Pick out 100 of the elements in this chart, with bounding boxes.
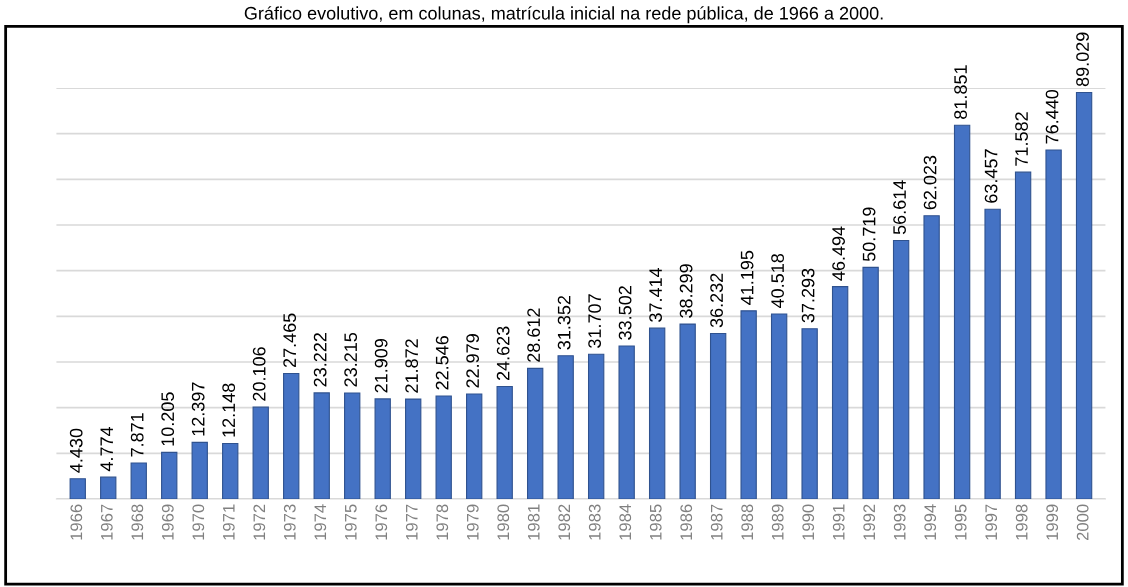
x-tick-label: 1976	[375, 504, 388, 540]
bar	[252, 406, 269, 499]
bar	[100, 476, 117, 499]
data-label: 21.872	[405, 339, 419, 393]
x-tick-label: 1998	[1015, 504, 1028, 540]
x-tick-label: 1989	[771, 504, 784, 540]
data-label: 81.851	[954, 65, 967, 119]
bar	[526, 367, 544, 499]
bar	[344, 392, 361, 499]
bar	[770, 313, 788, 499]
bar	[709, 332, 727, 499]
x-tick-label: 1986	[680, 504, 693, 540]
x-tick-label: 1975	[344, 504, 357, 540]
x-tick-label: 1977	[405, 504, 418, 540]
data-label: 4.774	[100, 426, 113, 472]
data-label: 31.352	[557, 295, 571, 350]
data-label: 37.293	[801, 268, 815, 323]
x-tick-label: 1985	[649, 504, 662, 540]
x-tick-label: 1980	[497, 504, 510, 540]
data-label: 37.414	[649, 267, 663, 322]
bar	[283, 373, 300, 499]
bar	[831, 286, 849, 499]
x-tick-label: 1983	[588, 504, 601, 540]
data-label: 20.106	[252, 347, 266, 401]
bar	[679, 323, 696, 499]
bar	[313, 392, 330, 499]
x-tick-label: 1981	[527, 504, 540, 540]
data-label: 41.195	[740, 250, 754, 305]
data-label: 89.029	[1076, 32, 1089, 87]
bar	[740, 310, 757, 499]
data-label: 33.502	[618, 286, 632, 340]
bar	[923, 215, 940, 499]
bar	[496, 385, 513, 499]
data-label: 21.909	[374, 339, 388, 393]
data-label: 36.232	[710, 273, 723, 328]
x-tick-label: 1991	[832, 504, 845, 540]
bar	[618, 345, 635, 499]
data-label: 40.518	[771, 253, 784, 308]
x-tick-label: 1972	[253, 504, 266, 540]
data-label: 23.215	[344, 332, 358, 387]
bar	[191, 441, 208, 499]
x-tick-label: 1990	[802, 504, 815, 540]
bar	[405, 398, 422, 499]
data-label: 12.397	[191, 382, 205, 436]
x-tick-label: 1997	[985, 504, 998, 540]
x-tick-label: 2000	[1076, 504, 1089, 541]
data-label: 24.623	[496, 326, 510, 381]
x-tick-label: 1966	[70, 504, 83, 540]
x-tick-label: 1995	[954, 504, 967, 540]
x-tick-label: 1978	[436, 504, 449, 540]
x-tick-label: 1971	[222, 504, 235, 540]
bar	[801, 328, 818, 499]
x-tick-label: 1973	[283, 504, 296, 540]
bar	[1075, 91, 1093, 499]
x-tick-label: 1970	[192, 504, 205, 540]
data-label: 46.494	[832, 226, 845, 281]
data-label: 22.979	[466, 334, 480, 388]
x-tick-label: 1988	[741, 504, 754, 540]
x-tick-label: 1994	[924, 504, 937, 540]
data-label: 27.465	[283, 313, 297, 368]
data-label: 28.612	[527, 308, 541, 362]
data-label: 62.023	[923, 155, 937, 210]
bar	[1014, 171, 1032, 499]
bar	[648, 327, 666, 499]
x-tick-label: 1984	[619, 504, 632, 540]
bar	[466, 393, 483, 499]
data-label: 22.546	[435, 336, 449, 390]
data-label: 76.440	[1045, 89, 1059, 144]
bar	[130, 462, 147, 499]
bar	[161, 451, 178, 499]
x-tick-label: 1969	[161, 504, 174, 540]
x-tick-label: 1982	[558, 504, 571, 540]
data-label: 56.614	[893, 180, 906, 235]
x-tick-label: 1974	[314, 504, 327, 540]
bar	[984, 208, 1001, 499]
bar	[587, 353, 605, 499]
bar	[892, 239, 910, 499]
bar	[953, 124, 971, 499]
data-label: 31.707	[588, 294, 602, 348]
bar	[1045, 149, 1062, 499]
data-label: 4.430	[69, 428, 83, 473]
data-label: 10.205	[161, 392, 175, 446]
x-tick-label: 1992	[863, 504, 876, 540]
data-label: 50.719	[862, 207, 876, 262]
x-tick-label: 1993	[893, 504, 906, 540]
data-label: 71.582	[1015, 112, 1028, 166]
data-label: 12.148	[222, 383, 236, 437]
bar	[862, 266, 879, 499]
bar	[435, 395, 452, 499]
data-label: 7.871	[130, 413, 144, 457]
x-tick-label: 1967	[100, 504, 113, 540]
data-label: 63.457	[984, 149, 998, 203]
data-label: 23.222	[313, 333, 327, 387]
bar	[222, 442, 239, 499]
x-tick-label: 1979	[466, 504, 479, 540]
bar	[557, 355, 574, 499]
x-tick-label: 1987	[710, 504, 723, 540]
chart-title: Gráfico evolutivo, em colunas, matrícula inicial na rede pública, de 1966 a 2000.	[244, 6, 883, 24]
x-tick-label: 1999	[1046, 504, 1059, 540]
bar	[374, 398, 391, 499]
